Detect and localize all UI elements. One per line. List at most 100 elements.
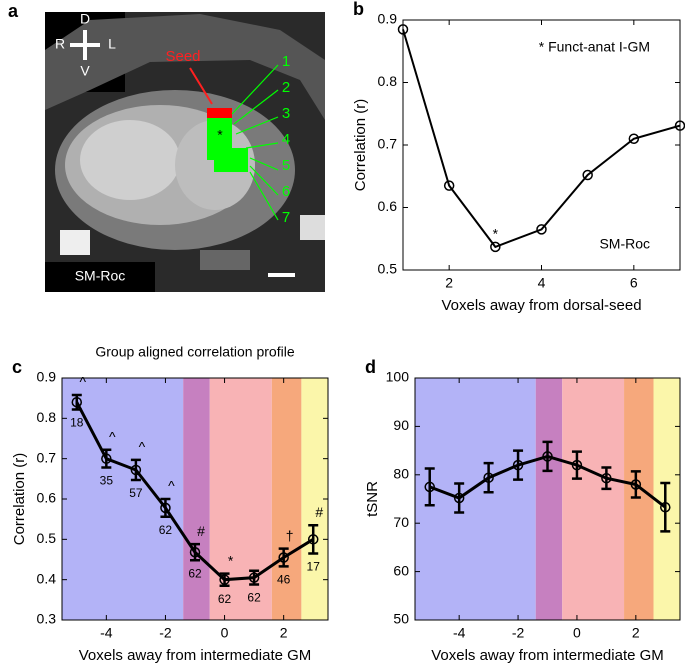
voxel-label: 2 [282, 79, 290, 96]
y-tick-label: 0.9 [378, 11, 398, 27]
voxel-label: 3 [282, 105, 290, 122]
data-point [101, 453, 112, 464]
y-tick-label: 0.6 [378, 198, 398, 214]
n-label: 18 [70, 416, 84, 430]
point-annotation: ^ [109, 428, 116, 444]
error-bar [101, 448, 112, 469]
n-label: 35 [100, 474, 114, 488]
data-point [453, 492, 465, 504]
x-tick-label: 0 [221, 625, 229, 641]
seed-label: Seed [165, 48, 200, 65]
region [562, 378, 625, 620]
data-point [542, 451, 553, 462]
mri-image: a D R L V * Seed 1 2 3 4 5 6 7 SM-Roc [8, 1, 325, 292]
point-annotation: ^ [139, 439, 146, 455]
y-tick-label: 0.7 [378, 136, 398, 152]
point-annotation: * [228, 552, 234, 568]
orientation-label: D [80, 11, 90, 27]
error-bar [190, 542, 200, 562]
x-axis-label: Voxels away from dorsal-seed [441, 297, 641, 314]
region [271, 378, 302, 620]
data-point [219, 574, 230, 585]
error-bar [278, 547, 289, 568]
data-point [189, 546, 201, 558]
x-tick-label: -4 [453, 625, 466, 641]
tissue [60, 230, 90, 255]
y-tick-label: 0.9 [37, 369, 57, 385]
error-bar [601, 466, 612, 491]
y-tick-label: 70 [393, 514, 409, 530]
voxel-label: 5 [282, 157, 290, 174]
voxel-arrows [231, 64, 279, 221]
error-bar [513, 449, 524, 481]
voxel-label: 4 [282, 131, 290, 148]
error-bar [660, 481, 671, 533]
y-tick-label: 0.7 [37, 449, 57, 465]
x-tick-label: 2 [280, 625, 288, 641]
note: * Funct-anat I-GM [539, 39, 650, 55]
y-tick-label: 0.5 [37, 530, 57, 546]
n-label: 57 [129, 486, 143, 500]
voxel-label: 6 [282, 183, 290, 200]
n-label: 62 [159, 523, 173, 537]
data-point [628, 133, 640, 144]
data-point [582, 169, 593, 181]
error-bar [130, 458, 141, 482]
x-axis-label: Voxels away from intermediate GM [431, 647, 664, 664]
region [415, 378, 536, 620]
panel-label: c [12, 357, 22, 377]
chart-title: Group aligned correlation profile [95, 344, 294, 360]
n-label: 62 [218, 592, 232, 606]
error-bar [630, 470, 641, 499]
axes-box [414, 377, 681, 621]
error-bar [454, 482, 465, 514]
data-point [160, 502, 171, 514]
y-tick-label: 0.8 [378, 73, 398, 89]
y-tick-label: 0.3 [37, 611, 57, 627]
y-axis-label: Correlation (r) [352, 99, 369, 192]
n-label: 17 [307, 560, 321, 574]
n-label: 46 [277, 573, 291, 587]
data-point [601, 472, 612, 484]
voxels [207, 118, 248, 172]
region [209, 378, 272, 620]
data-point [397, 24, 409, 35]
seed-arrow [189, 67, 213, 105]
data-point [248, 572, 260, 583]
x-tick-label: 4 [538, 275, 546, 291]
x-tick-label: -4 [100, 625, 113, 641]
label-box [45, 262, 155, 292]
point-annotation: * [493, 226, 499, 242]
y-tick-label: 90 [393, 417, 409, 433]
subject-label: SM-Roc [599, 236, 650, 252]
y-tick-label: 0.5 [378, 261, 398, 277]
seed-voxel [207, 108, 232, 118]
data-point [571, 459, 583, 471]
data-point [307, 534, 319, 545]
point-annotation: # [197, 523, 205, 539]
x-tick-label: 2 [445, 275, 453, 291]
data-point [278, 552, 289, 563]
data-line [402, 29, 681, 249]
panel-label: a [8, 1, 19, 21]
data-point [512, 459, 524, 471]
point-annotation: ^ [79, 374, 86, 390]
orientation-label: L [108, 36, 116, 52]
x-tick-label: 0 [573, 625, 581, 641]
error-bar [160, 497, 171, 518]
data-point [443, 180, 455, 191]
voxel-labels: 1 2 3 4 5 6 7 [282, 53, 290, 226]
data-point [490, 241, 501, 253]
orientation-label: V [80, 63, 90, 79]
subject-label: SM-Roc [75, 268, 126, 284]
y-tick-label: 0.6 [37, 490, 57, 506]
axes-box [402, 19, 681, 271]
data-point [536, 224, 547, 235]
point-annotation: † [286, 527, 294, 543]
tissue [45, 14, 325, 120]
data-point [630, 479, 642, 490]
voxel-label: 7 [282, 209, 290, 226]
n-label: 62 [247, 591, 261, 605]
